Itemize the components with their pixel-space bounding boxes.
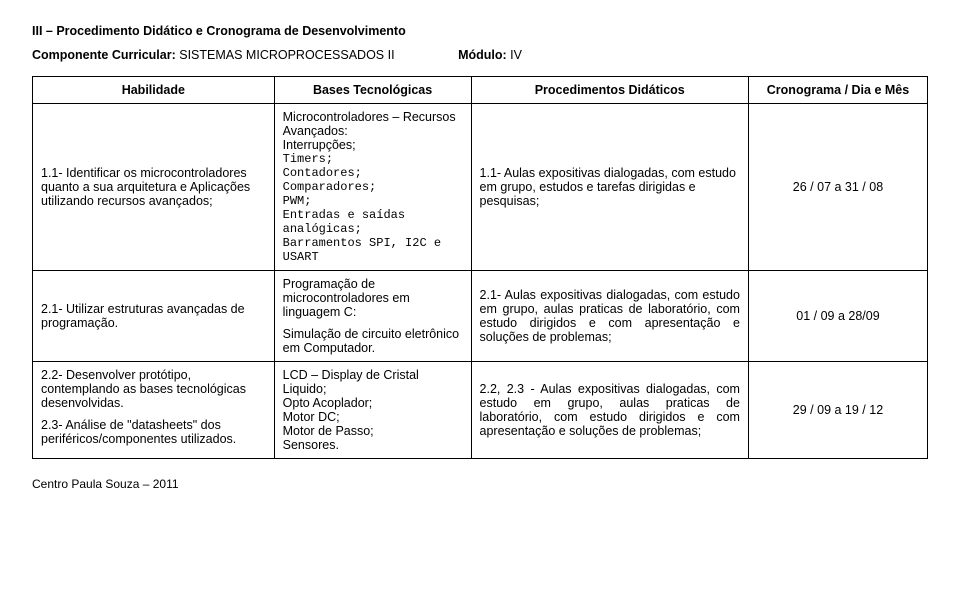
bases-item: Motor de Passo; <box>283 424 463 438</box>
bases-item: Opto Acoplador; <box>283 396 463 410</box>
spacer <box>41 410 266 418</box>
curriculum-table: Habilidade Bases Tecnológicas Procedimen… <box>32 76 928 459</box>
bases-item: Simulação de circuito eletrônico em Comp… <box>283 327 463 355</box>
habilidade-item: 2.2- Desenvolver protótipo, contemplando… <box>41 368 266 410</box>
footer-text: Centro Paula Souza – 2011 <box>32 477 928 491</box>
table-header-row: Habilidade Bases Tecnológicas Procedimen… <box>33 77 928 104</box>
module-value: IV <box>510 48 522 62</box>
table-row: 1.1- Identificar os microcontroladores q… <box>33 104 928 271</box>
cell-bases: LCD – Display de Cristal Liquido; Opto A… <box>274 362 471 459</box>
bases-intro: Microcontroladores – Recursos Avançados: <box>283 110 463 138</box>
cell-cronograma: 26 / 07 a 31 / 08 <box>748 104 927 271</box>
bases-item: Barramentos SPI, I2C e USART <box>283 236 463 264</box>
bases-item: Contadores; <box>283 166 463 180</box>
col-header-bases: Bases Tecnológicas <box>274 77 471 104</box>
section-heading: III – Procedimento Didático e Cronograma… <box>32 24 928 38</box>
spacer <box>283 319 463 327</box>
bases-item: PWM; <box>283 194 463 208</box>
bases-item: Timers; <box>283 152 463 166</box>
cell-procedimentos: 2.2, 2.3 - Aulas expositivas dialogadas,… <box>471 362 748 459</box>
bases-item: Interrupções; <box>283 138 463 152</box>
bases-item: LCD – Display de Cristal Liquido; <box>283 368 463 396</box>
bases-item: Comparadores; <box>283 180 463 194</box>
cell-procedimentos: 1.1- Aulas expositivas dialogadas, com e… <box>471 104 748 271</box>
module-label: Módulo: <box>458 48 507 62</box>
bases-item: Motor DC; <box>283 410 463 424</box>
cell-cronograma: 01 / 09 a 28/09 <box>748 271 927 362</box>
cell-habilidade: 2.1- Utilizar estruturas avançadas de pr… <box>33 271 275 362</box>
cell-bases: Microcontroladores – Recursos Avançados:… <box>274 104 471 271</box>
col-header-cronograma: Cronograma / Dia e Mês <box>748 77 927 104</box>
table-row: 2.2- Desenvolver protótipo, contemplando… <box>33 362 928 459</box>
component-label: Componente Curricular: <box>32 48 176 62</box>
cell-cronograma: 29 / 09 a 19 / 12 <box>748 362 927 459</box>
col-header-habilidade: Habilidade <box>33 77 275 104</box>
cell-procedimentos: 2.1- Aulas expositivas dialogadas, com e… <box>471 271 748 362</box>
bases-item: Entradas e saídas analógicas; <box>283 208 463 236</box>
component-value: SISTEMAS MICROPROCESSADOS II <box>179 48 394 62</box>
cell-bases: Programação de microcontroladores em lin… <box>274 271 471 362</box>
cell-habilidade: 1.1- Identificar os microcontroladores q… <box>33 104 275 271</box>
table-row: 2.1- Utilizar estruturas avançadas de pr… <box>33 271 928 362</box>
cell-habilidade: 2.2- Desenvolver protótipo, contemplando… <box>33 362 275 459</box>
bases-item: Programação de microcontroladores em lin… <box>283 277 463 319</box>
component-line: Componente Curricular: SISTEMAS MICROPRO… <box>32 48 928 62</box>
habilidade-item: 2.3- Análise de "datasheets" dos perifér… <box>41 418 266 446</box>
col-header-procedimentos: Procedimentos Didáticos <box>471 77 748 104</box>
bases-item: Sensores. <box>283 438 463 452</box>
